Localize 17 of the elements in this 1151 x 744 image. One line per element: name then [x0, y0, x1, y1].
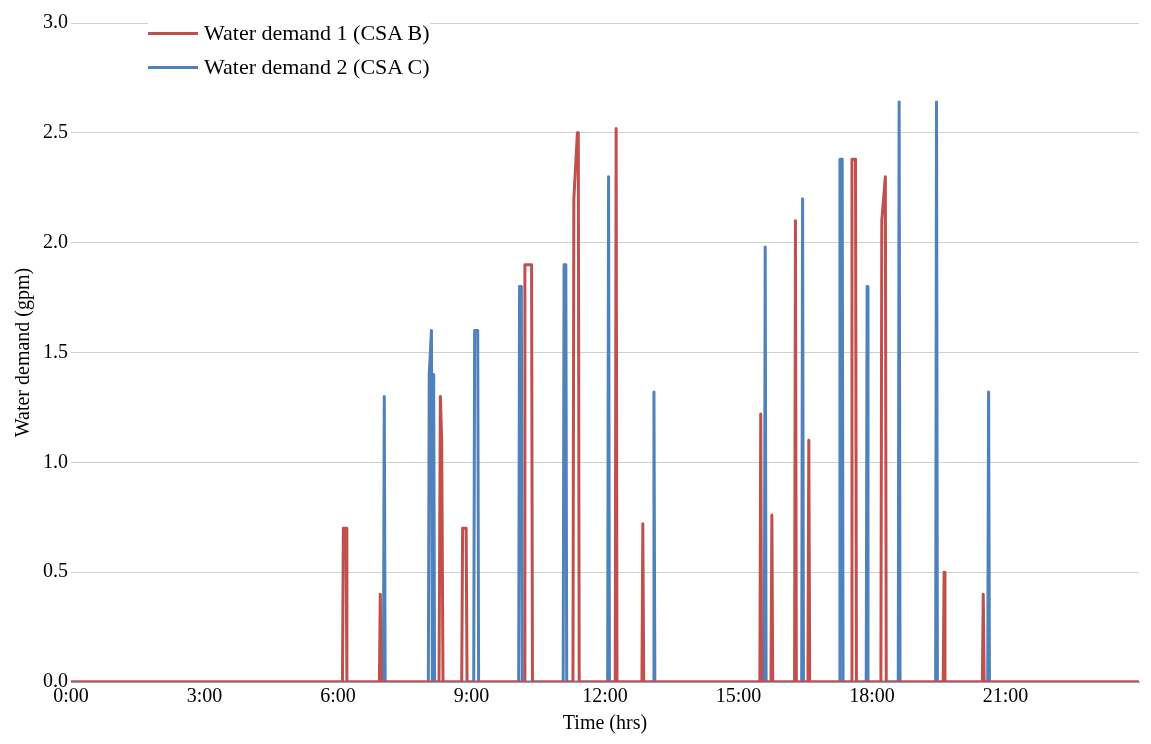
x-tick-label: 3:00	[186, 684, 223, 707]
y-tick-label: 2.5	[43, 120, 68, 143]
legend-label: Water demand 1 (CSA B)	[204, 19, 430, 47]
x-tick-label: 9:00	[453, 684, 490, 707]
x-tick-label: 21:00	[982, 684, 1029, 707]
x-axis-title: Time (hrs)	[562, 711, 648, 735]
y-tick-label: 3.0	[43, 10, 68, 33]
x-tick-label: 12:00	[582, 684, 628, 707]
x-tick-label: 6:00	[320, 684, 356, 707]
y-tick-label: 2.0	[43, 229, 68, 252]
y-tick-label: 1.0	[43, 449, 68, 472]
y-tick-label: 1.5	[43, 339, 68, 362]
y-axis-title: Water demand (gpm)	[11, 267, 35, 438]
y-tick-label: 0.5	[43, 559, 68, 582]
legend-label: Water demand 2 (CSA C)	[204, 53, 430, 81]
x-tick-label: 18:00	[849, 684, 895, 707]
x-tick-label: 15:00	[715, 684, 762, 707]
